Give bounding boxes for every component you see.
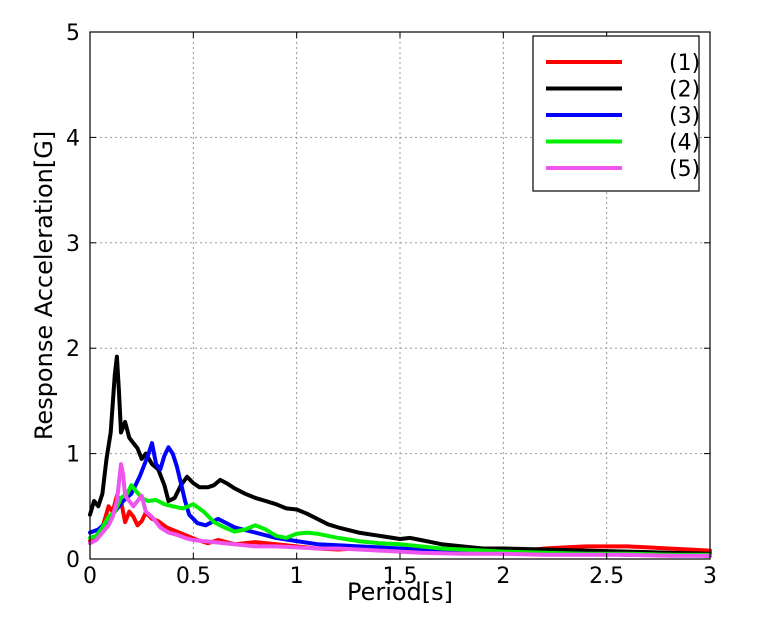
series-line-2 [88,354,712,556]
y-tick-label: 5 [66,21,80,46]
series-line-3 [88,441,712,558]
y-tick-label: 4 [66,126,80,151]
legend-label-5: (5) [669,157,700,182]
series-line-5 [88,462,712,558]
series-line-1 [88,493,712,555]
legend-label-1: (1) [669,51,700,76]
series-line-4 [88,483,712,557]
legend-items: (1)(2)(3)(4)(5) [546,51,700,182]
x-tick-label: 1.5 [383,564,418,589]
y-tick-label: 3 [66,232,80,257]
legend: (1)(2)(3)(4)(5) [532,35,700,192]
tick-labels: 0 0.5 1 1.5 2 2.5 3 0 1 2 3 4 5 [66,21,717,589]
legend-label-2: (2) [669,78,700,103]
x-tick-label: 0.5 [176,564,211,589]
y-tick-label: 1 [66,443,80,468]
x-tick-label: 3 [703,564,717,589]
x-tick-label: 2.5 [589,564,624,589]
x-tick-label: 2 [496,564,510,589]
x-axis-label: Period[s] [347,578,453,606]
y-tick-label: 2 [66,337,80,362]
y-axis-label: Response Acceleration[G] [30,131,58,440]
legend-label-3: (3) [669,104,700,129]
x-tick-label: 0 [83,564,97,589]
y-tick-label: 0 [66,548,80,573]
series-lines [88,354,712,558]
x-tick-label: 1 [290,564,304,589]
legend-label-4: (4) [669,131,700,156]
